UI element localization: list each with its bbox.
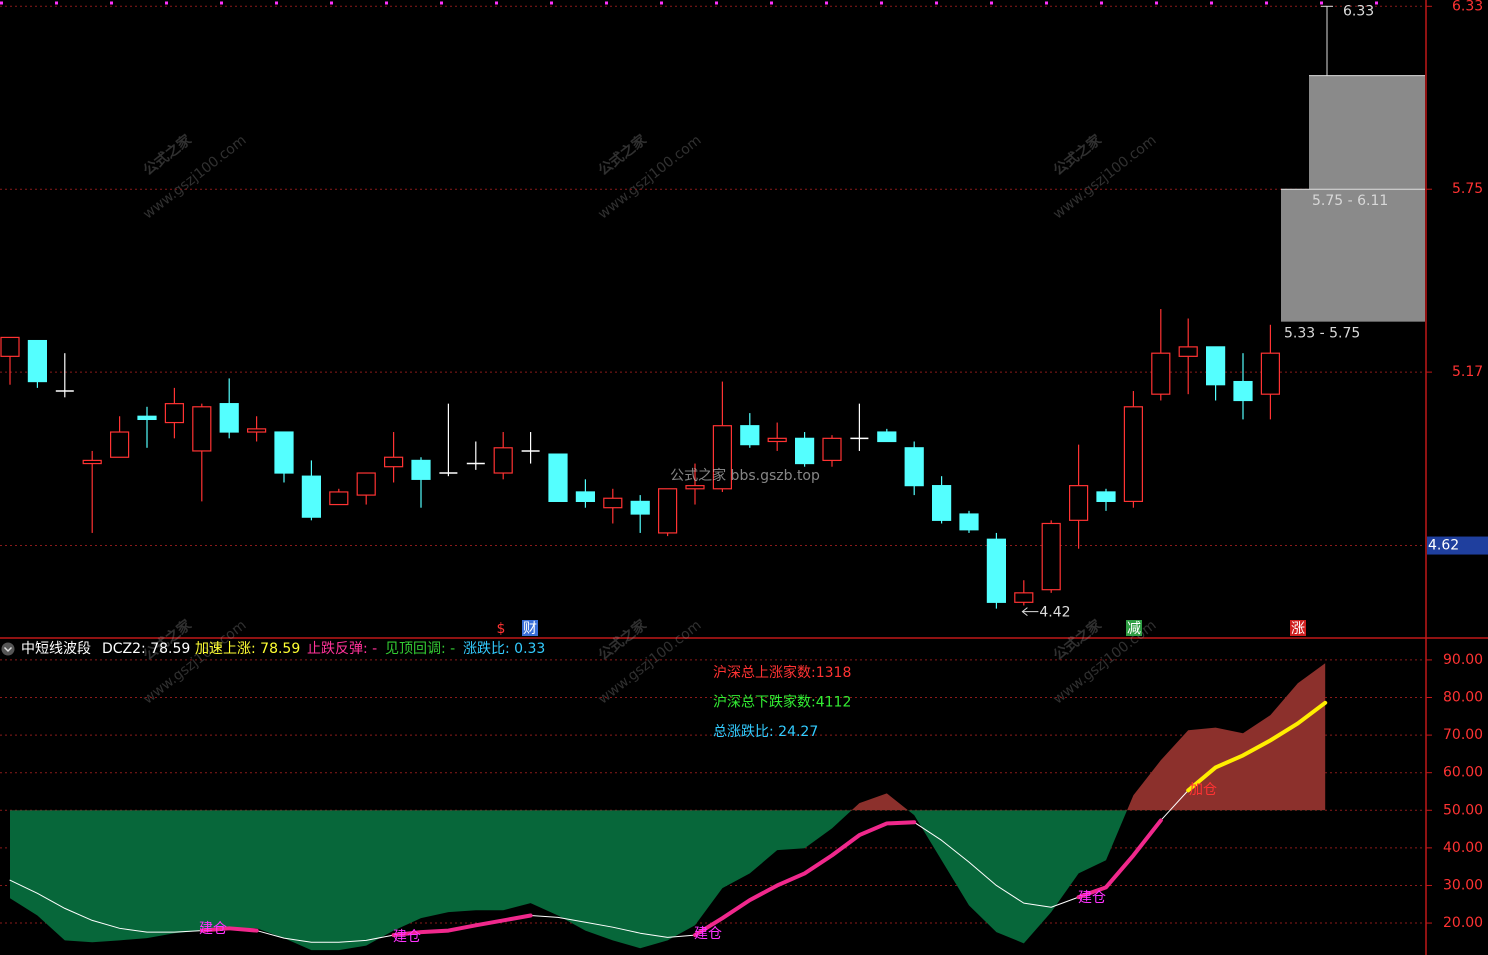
- candle-body: [274, 431, 294, 474]
- event-box: [1126, 620, 1142, 636]
- candle-body: [0, 336, 20, 357]
- candle-body: [1041, 522, 1061, 591]
- collapse-chevron[interactable]: [3, 646, 13, 653]
- candle-body: [1151, 352, 1171, 395]
- event-label: 财: [523, 621, 537, 637]
- indicator-line: [199, 818, 1163, 938]
- collapse-circle[interactable]: [1, 642, 15, 656]
- y-tick-label: 5.17: [1452, 364, 1483, 380]
- candle-body: [109, 431, 130, 458]
- candle-body: [1233, 380, 1253, 402]
- chip-zone: [1281, 189, 1425, 322]
- legend-entry: 涨跌比: 0.33: [463, 641, 545, 657]
- candle-body: [192, 406, 212, 452]
- candle-body: [877, 431, 897, 443]
- candle-body: [904, 447, 924, 487]
- candle-body: [986, 538, 1007, 603]
- y-tick-label: 20.00: [1443, 915, 1483, 931]
- y-tick-label: 5.75: [1452, 181, 1483, 197]
- low-arrow-head: [1021, 607, 1028, 617]
- area-below: [10, 810, 1128, 951]
- candle-body: [164, 403, 184, 424]
- watermark-banner: 公式之家 bbs.gszb.top: [670, 467, 820, 484]
- candle-body: [1096, 491, 1116, 503]
- candle-body: [575, 491, 596, 503]
- candle-body: [219, 403, 239, 433]
- y-tick-label: 80.00: [1443, 690, 1483, 706]
- stat-label: 沪深总上涨家数:1318: [713, 664, 851, 681]
- candle-body: [137, 415, 157, 421]
- candle-body: [356, 472, 376, 496]
- collapse-icon[interactable]: [1, 642, 15, 656]
- y-tick-label: 50.00: [1443, 802, 1483, 818]
- candle-body: [740, 425, 760, 446]
- price-panel: 5.17 5.75 6.33 4.62 5.33 - 5.75 5.75 - 6.11 6.…: [0, 0, 1488, 637]
- signal-label: 加仓: [1189, 782, 1217, 798]
- zone-label: 5.75 - 6.11: [1312, 193, 1388, 209]
- candle-body: [1123, 406, 1144, 503]
- candle-body: [1068, 485, 1089, 521]
- indicator-line: [1186, 700, 1328, 793]
- indicator-title: 中短线波段: [21, 641, 91, 657]
- y-tick-label: 6.33: [1452, 0, 1483, 14]
- legend-entry: 见顶回调: -: [385, 641, 455, 657]
- signal-label: 建仓: [1078, 890, 1106, 906]
- signal-label: 建仓: [199, 921, 227, 937]
- candle-body: [1205, 346, 1226, 386]
- candle-body: [493, 447, 513, 474]
- candle-body: [27, 339, 47, 383]
- candle-body: [1260, 352, 1281, 395]
- candle-body: [767, 437, 787, 443]
- high-mark-label: 6.33: [1343, 3, 1374, 19]
- candle-body: [1014, 592, 1034, 603]
- candle-body: [657, 488, 678, 534]
- candle-body: [794, 437, 815, 465]
- chip-zone: [1309, 75, 1425, 190]
- y-tick-label: 60.00: [1443, 765, 1483, 781]
- event-box: [1290, 620, 1306, 636]
- candle-body: [1178, 346, 1198, 357]
- y-tick-label: 90.00: [1443, 652, 1483, 668]
- candle-body: [329, 491, 349, 506]
- candle-body: [548, 453, 568, 503]
- event-label: $: [497, 621, 506, 637]
- legend-entry: 加速上涨: 78.59: [195, 641, 300, 657]
- stat-label: 沪深总下跌家数:4112: [713, 694, 851, 711]
- candle-body: [822, 437, 842, 462]
- candle-body: [712, 425, 733, 490]
- low-mark-label: 4.42: [1039, 605, 1070, 621]
- legend-entry: DCZ2: 78.59: [102, 641, 190, 657]
- candle-body: [247, 428, 267, 433]
- stat-label: 总涨跌比: 24.27: [713, 724, 818, 740]
- candle-body: [630, 500, 650, 515]
- candle-body: [685, 485, 705, 490]
- candle-body: [301, 475, 321, 518]
- y-tick-label: 40.00: [1443, 840, 1483, 856]
- candle-body: [82, 459, 102, 465]
- candle-body: [931, 485, 952, 521]
- signal-label: 建仓: [393, 929, 421, 945]
- signal-label: 建仓: [694, 926, 722, 942]
- legend-entry: 止跌反弹: -: [307, 641, 377, 657]
- last-price-box: [1427, 536, 1488, 555]
- last-price-label: 4.62: [1428, 538, 1459, 554]
- y-tick-label: 70.00: [1443, 727, 1483, 743]
- event-box: [522, 620, 538, 636]
- zone-label: 5.33 - 5.75: [1284, 326, 1360, 342]
- event-label: 涨: [1291, 621, 1305, 637]
- y-tick-label: 30.00: [1443, 877, 1483, 893]
- candle-body: [959, 513, 979, 531]
- candle-body: [384, 456, 404, 468]
- candle-body: [603, 497, 623, 509]
- event-label: 减: [1127, 621, 1141, 637]
- candle-body: [411, 459, 431, 480]
- area-above: [10, 663, 1326, 811]
- indicator-panel: 20.00 30.00 40.00 50.00 60.00 70.00 80.00 90.00…: [0, 641, 1483, 951]
